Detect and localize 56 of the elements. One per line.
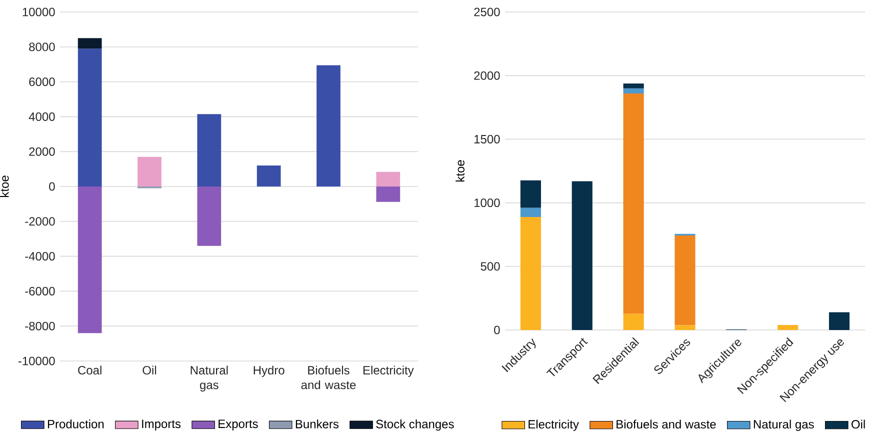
bar [197, 114, 222, 186]
bar [828, 312, 850, 330]
bar [138, 156, 162, 186]
y-tick-label: 500 [480, 262, 500, 271]
bar [197, 186, 222, 246]
bar [520, 217, 541, 330]
y-tick-label: 1500 [474, 134, 500, 144]
legend-label: Biofuels and waste [616, 420, 716, 429]
legend-label: Oil [852, 420, 865, 429]
y-tick-label: 4000 [28, 112, 55, 121]
y-tick-label: 0 [494, 326, 500, 334]
bar [674, 325, 696, 330]
bar [520, 208, 541, 218]
x-tick-label: Natural gas [190, 366, 228, 392]
y-tick-label: 0 [49, 182, 55, 191]
y-tick-label: -10000 [18, 356, 55, 366]
y-tick-label: -4000 [25, 252, 55, 261]
bar [376, 186, 400, 202]
bar [78, 186, 102, 334]
x-tick-label: Hydro [254, 366, 284, 377]
legend-label: Stock changes [376, 420, 454, 431]
bar [778, 325, 798, 330]
bar [623, 94, 644, 314]
y-tick-label: 8000 [29, 42, 55, 52]
y-tick-label: 6000 [29, 78, 55, 86]
bar [78, 48, 102, 186]
bar [376, 172, 400, 186]
bar [78, 38, 102, 49]
y-tick-label: 2000 [474, 71, 500, 80]
y-tick-label: 2500 [474, 8, 500, 16]
bar [623, 314, 644, 330]
bar [674, 235, 696, 326]
x-tick-label: Oil [142, 366, 156, 375]
legend-label: Imports [142, 420, 181, 430]
y-axis-title: ktoe [0, 176, 9, 198]
bar [623, 88, 644, 94]
y-tick-label: 10000 [22, 8, 55, 16]
bar [623, 83, 644, 88]
bar [316, 65, 340, 186]
y-tick-label: 2000 [29, 147, 55, 156]
x-tick-label: Biofuels and waste [301, 366, 356, 390]
y-axis-title: ktoe [456, 160, 464, 182]
legend-label: Natural gas [754, 420, 814, 431]
bar [572, 181, 592, 330]
legend-label: Exports [218, 420, 258, 430]
bar [520, 180, 541, 208]
legend-label: Production [48, 420, 104, 428]
legend-label: Bunkers [296, 420, 339, 428]
bar [256, 166, 281, 186]
x-tick-label: Electricity [363, 366, 414, 377]
x-tick-label: Coal [78, 366, 102, 375]
legend-label: Electricity [528, 420, 579, 431]
y-tick-label: 1000 [474, 198, 500, 208]
y-tick-label: -8000 [25, 322, 55, 330]
y-tick-label: -6000 [25, 286, 55, 296]
y-tick-label: -2000 [25, 217, 55, 226]
